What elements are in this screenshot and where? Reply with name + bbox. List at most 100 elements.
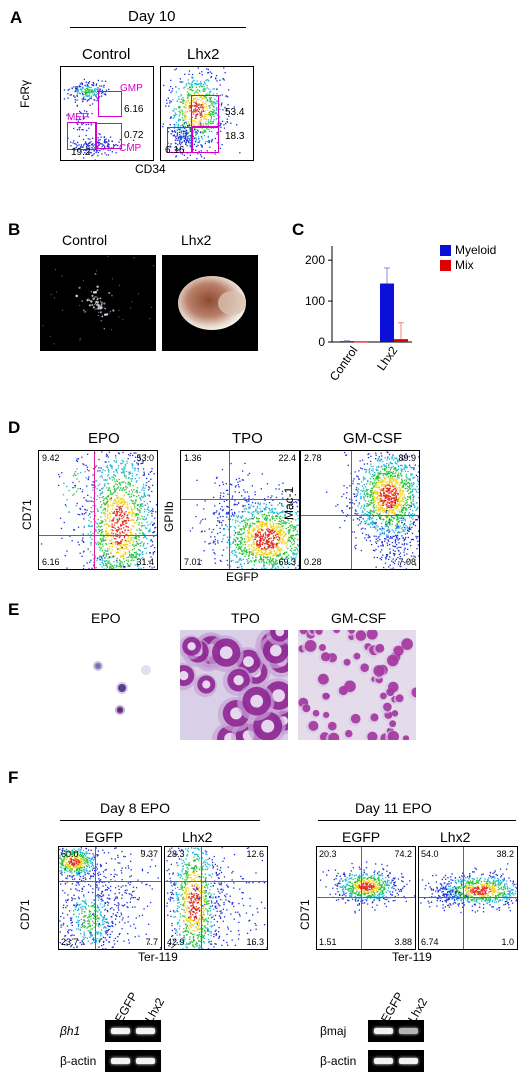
legend-swatch-myeloid [440,245,451,256]
gel-left-row2 [105,1050,161,1072]
bar-mix-control [354,342,368,343]
quadrant-ur: 12.6 [246,849,264,859]
panel-a-lhx2-title: Lhx2 [187,46,220,63]
gmp-value: 6.16 [124,104,144,115]
panel-b-label: B [8,220,21,239]
tpo-flow-plot: 1.36 22.4 7.01 69.3 [180,450,300,570]
gel-right-row1-label: βmaj [320,1024,347,1038]
quadrant-v-line [201,847,202,949]
mep-value: 6.16 [165,145,185,156]
quadrant-ur: 22.4 [278,453,296,463]
quadrant-ll: 1.51 [319,937,337,947]
quadrant-ur: 53.0 [136,453,154,463]
flow-scatter [59,847,161,949]
gel-band [374,1058,393,1064]
panel-d-ylabel-mac1: Mac-1 [282,486,296,520]
y-tick-label: 100 [305,294,325,308]
panel-a-xlabel: CD34 [135,162,166,176]
gel-right-row2-label: β-actin [320,1054,357,1068]
cmp-value: 0.72 [124,130,144,141]
panel-d-ylabel-gpiib: GPIIb [162,501,176,532]
flow-scatter [189,462,299,569]
legend-swatch-mix [440,260,451,271]
panel-f-lhx2-title-2: Lhx2 [440,829,471,845]
mep-gate [167,127,193,153]
quadrant-lr: 69.3 [278,557,296,567]
gel-band [111,1028,130,1034]
gel-left-row2-label: β-actin [60,1054,97,1068]
quadrant-v-line [94,451,95,569]
quadrant-ur: 38.2 [496,849,514,859]
day8-lhx2-flow-plot: 28.3 12.6 42.9 16.3 [164,846,268,950]
gel-left-row1 [105,1020,161,1042]
gel-band [374,1028,393,1034]
epo-cytospin-image [70,630,178,740]
quadrant-ul: 28.3 [167,849,185,859]
flow-scatter [63,78,135,160]
panel-f-day8-title: Day 8 EPO [100,800,171,816]
quadrant-lr: 16.3 [246,937,264,947]
panel-c-label: C [292,220,305,239]
panel-a-control-title: Control [82,46,131,63]
quadrant-lr: 7.08 [398,557,416,567]
quadrant-ll: 6.16 [42,557,60,567]
quadrant-ll: 23.7 [61,937,79,947]
quadrant-lr: 3.88 [394,937,412,947]
y-tick-label: 200 [305,253,325,267]
panel-d-ylabel-cd71: CD71 [20,499,34,530]
quadrant-ul: 54.0 [421,849,439,859]
panel-a-label: A [10,8,23,27]
flow-scatter [166,847,267,949]
quadrant-h-line [181,499,299,500]
lhx2-colony-image [162,255,258,351]
panel-f-ylabel-1: CD71 [18,899,32,930]
panel-a-control-plot: GMP MEP CMP 6.16 0.72 19.2 [60,66,154,161]
quadrant-lr: 31.4 [136,557,154,567]
quadrant-h-line [39,535,157,536]
day11-egfp-flow-plot: 20.3 74.2 1.51 3.88 [316,846,416,950]
legend-label-mix: Mix [455,258,474,272]
cell-texture [180,630,288,740]
quadrant-h-line [59,881,161,882]
cmp-value: 18.3 [225,131,245,142]
quadrant-ul: 20.3 [319,849,337,859]
quadrant-ll: 42.9 [167,937,185,947]
flow-scatter [420,863,517,914]
panel-d-gm-title: GM-CSF [343,430,403,447]
control-colony-image [40,255,156,351]
quadrant-ul: 1.36 [184,453,202,463]
panel-e-gm-title: GM-CSF [331,610,387,626]
quadrant-h-line [317,897,415,898]
panel-b-lhx2-title: Lhx2 [181,232,212,248]
gel-right-row1 [368,1020,424,1042]
gmcsf-flow-plot: 2.78 89.9 0.28 7.08 [300,450,420,570]
day11-lhx2-flow-plot: 54.0 38.2 6.74 1.0 [418,846,518,950]
quadrant-v-line [95,847,96,949]
gmp-gate [98,91,122,117]
cmp-gate [191,127,219,153]
cell-texture [298,630,416,740]
panel-f-day11-title: Day 11 EPO [355,800,432,816]
panel-f-day8-line [60,820,260,821]
gel-right-row2 [368,1050,424,1072]
quadrant-lr: 1.0 [501,937,514,947]
quadrant-h-line [419,897,517,898]
day8-egfp-flow-plot: 60.0 9.37 23.7 7.7 [58,846,162,950]
quadrant-ul: 2.78 [304,453,322,463]
panel-a-title-line [70,27,246,28]
panel-d-epo-title: EPO [88,430,120,447]
epo-flow-plot: 9.42 53.0 6.16 31.4 [38,450,158,570]
gmcsf-cytospin-image [298,630,416,740]
panel-f-egfp-title-2: EGFP [342,829,381,845]
gmp-gate-label: GMP [120,83,143,94]
panel-d-xlabel: EGFP [226,570,259,584]
flow-scatter [319,861,415,914]
panel-b-control-title: Control [62,232,108,248]
bar-mix-lhx2 [394,339,408,342]
colony-blob [178,276,246,330]
quadrant-h-line [301,515,419,516]
panel-d-label: D [8,418,21,437]
gel-band [136,1058,155,1064]
mep-gate [67,122,97,150]
quadrant-ul: 60.0 [61,849,79,859]
